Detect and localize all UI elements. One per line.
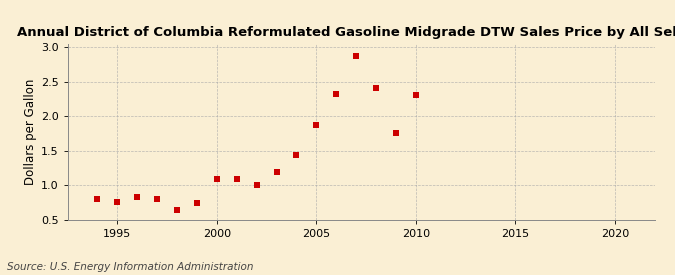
Point <box>171 207 182 212</box>
Point <box>331 92 342 96</box>
Point <box>132 194 142 199</box>
Point <box>371 86 381 90</box>
Point <box>192 200 202 205</box>
Point <box>152 196 163 201</box>
Point <box>92 197 103 202</box>
Point <box>232 177 242 182</box>
Point <box>251 183 262 188</box>
Title: Annual District of Columbia Reformulated Gasoline Midgrade DTW Sales Price by Al: Annual District of Columbia Reformulated… <box>17 26 675 39</box>
Point <box>351 54 362 58</box>
Point <box>112 200 123 204</box>
Point <box>291 153 302 157</box>
Text: Source: U.S. Energy Information Administration: Source: U.S. Energy Information Administ… <box>7 262 253 272</box>
Point <box>311 123 322 128</box>
Point <box>410 93 421 97</box>
Point <box>271 170 282 175</box>
Point <box>211 176 222 181</box>
Y-axis label: Dollars per Gallon: Dollars per Gallon <box>24 79 36 185</box>
Point <box>391 131 402 135</box>
